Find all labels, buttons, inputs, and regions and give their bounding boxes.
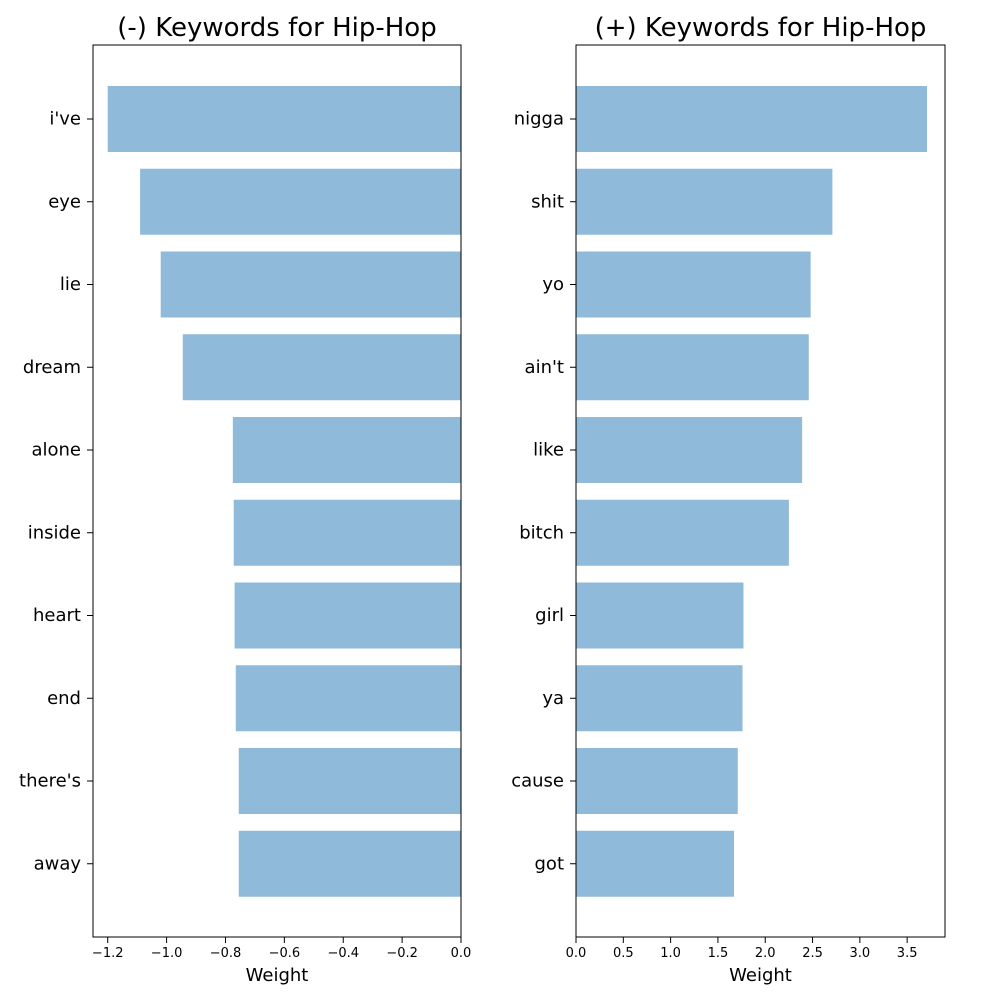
y-tick-label: ya bbox=[542, 688, 564, 709]
y-tick-label: i've bbox=[49, 109, 81, 130]
y-tick-label: dream bbox=[23, 357, 81, 378]
y-tick-label: inside bbox=[28, 522, 81, 543]
y-tick-label: girl bbox=[535, 605, 564, 626]
bar-neg-1 bbox=[140, 168, 461, 235]
bar-neg-7 bbox=[235, 665, 461, 732]
bar-neg-8 bbox=[238, 748, 461, 814]
bar-pos-9 bbox=[576, 830, 735, 897]
y-tick-label: yo bbox=[542, 274, 564, 295]
bar-neg-3 bbox=[182, 334, 462, 401]
bar-pos-5 bbox=[576, 499, 789, 566]
y-tick-label: alone bbox=[31, 440, 81, 461]
x-tick-label: 1.0 bbox=[660, 946, 681, 961]
y-tick-label: away bbox=[34, 853, 82, 874]
bar-pos-3 bbox=[576, 334, 809, 401]
x-tick-label: 0.0 bbox=[566, 946, 587, 961]
y-tick-label: ain't bbox=[525, 357, 564, 378]
y-tick-label: eye bbox=[48, 191, 81, 212]
x-tick-label: −1.2 bbox=[92, 946, 124, 961]
x-tick-label: −0.4 bbox=[327, 946, 359, 961]
bar-pos-1 bbox=[576, 168, 833, 235]
x-tick-label: 0.5 bbox=[613, 946, 634, 961]
y-tick-label: like bbox=[533, 440, 564, 461]
y-tick-label: shit bbox=[531, 191, 564, 212]
bar-neg-6 bbox=[234, 582, 461, 649]
bar-pos-6 bbox=[576, 582, 744, 649]
negative-keywords-chart: (-) Keywords for Hip-Hop i've eye lie dream a… bbox=[19, 13, 471, 986]
x-tick-label: 0.0 bbox=[451, 946, 472, 961]
x-tick-label: 1.5 bbox=[708, 946, 729, 961]
x-tick-label: 2.0 bbox=[755, 946, 776, 961]
bar-neg-2 bbox=[160, 251, 461, 318]
chart-title: (-) Keywords for Hip-Hop bbox=[117, 13, 436, 43]
y-tick-label: end bbox=[47, 688, 81, 709]
chart-title: (+) Keywords for Hip-Hop bbox=[595, 13, 927, 43]
y-tick-label: nigga bbox=[514, 109, 564, 130]
x-tick-label: −0.2 bbox=[386, 946, 418, 961]
x-tick-label: 3.0 bbox=[850, 946, 871, 961]
bar-pos-0 bbox=[576, 86, 928, 152]
bar-neg-9 bbox=[238, 830, 461, 897]
bar-pos-8 bbox=[576, 748, 738, 814]
bar-pos-2 bbox=[576, 251, 811, 318]
y-tick-label: bitch bbox=[519, 522, 564, 543]
positive-keywords-chart: (+) Keywords for Hip-Hop nigga shit yo ain't… bbox=[511, 13, 946, 986]
y-tick-label: got bbox=[535, 853, 565, 874]
plot-frame bbox=[92, 44, 462, 938]
x-axis-label: Weight bbox=[246, 965, 309, 986]
y-tick-label: heart bbox=[33, 605, 81, 626]
bar-pos-7 bbox=[576, 665, 743, 732]
y-tick-label: there's bbox=[19, 771, 81, 792]
x-tick-label: −0.6 bbox=[269, 946, 301, 961]
y-tick-label: cause bbox=[511, 771, 564, 792]
x-axis-label: Weight bbox=[729, 965, 792, 986]
x-tick-label: −0.8 bbox=[210, 946, 242, 961]
bar-neg-4 bbox=[232, 417, 461, 483]
plot-frame bbox=[575, 44, 946, 938]
x-tick-label: −1.0 bbox=[151, 946, 183, 961]
x-tick-label: 2.5 bbox=[802, 946, 823, 961]
bar-neg-5 bbox=[233, 499, 461, 566]
y-tick-label: lie bbox=[60, 274, 81, 295]
x-tick-label: 3.5 bbox=[897, 946, 918, 961]
bar-neg-0 bbox=[107, 86, 461, 152]
bar-pos-4 bbox=[576, 417, 803, 483]
